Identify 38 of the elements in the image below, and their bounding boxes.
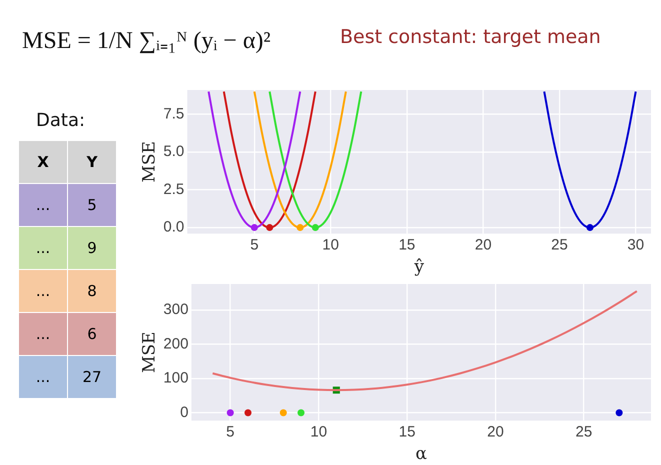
y-tick-label: 5.0	[163, 143, 184, 160]
text: Best constant: target mean	[340, 26, 601, 48]
x-tick-label: 25	[575, 424, 592, 441]
text: X	[18, 140, 68, 184]
category-label: ...	[18, 226, 68, 270]
data-label: 5	[68, 184, 116, 226]
y-tick-label: 7.5	[163, 105, 184, 122]
data-label: 27	[68, 356, 116, 398]
text: Y	[68, 140, 116, 184]
x-tick-label: 20	[474, 236, 492, 254]
category-label: ...	[18, 312, 68, 356]
text: Data:	[36, 110, 86, 131]
y-axis-title: MSE	[140, 141, 160, 183]
x-tick-label: 5	[250, 236, 259, 254]
y-tick-label: 2.5	[163, 180, 184, 198]
y-axis-title: MSE	[140, 332, 160, 374]
category-label: ...	[18, 184, 68, 226]
y-tick-label: 100	[163, 370, 188, 387]
text: MSE = 1/N ∑ᵢ₌₁ᴺ (yᵢ − α)²	[22, 27, 271, 55]
x-tick-label: 10	[322, 236, 339, 254]
category-label: ...	[18, 356, 68, 398]
x-tick-label: 20	[487, 424, 504, 441]
x-tick-label: 15	[398, 424, 416, 441]
y-tick-label: 300	[163, 301, 188, 318]
category-label: ...	[18, 270, 68, 312]
y-tick-label: 200	[163, 335, 188, 352]
x-tick-label: 15	[398, 236, 416, 254]
data-label: 9	[68, 226, 116, 270]
y-tick-label: 0	[180, 404, 188, 421]
data-label: 8	[68, 270, 116, 312]
x-tick-label: 30	[627, 236, 644, 254]
x-axis-title: ŷ	[413, 257, 424, 278]
x-tick-label: 10	[310, 424, 328, 441]
x-axis-title: α	[415, 444, 428, 464]
x-tick-label: 25	[551, 236, 568, 254]
data-label: 6	[68, 312, 116, 356]
x-tick-label: 5	[226, 424, 234, 441]
y-tick-label: 0.0	[163, 218, 184, 236]
